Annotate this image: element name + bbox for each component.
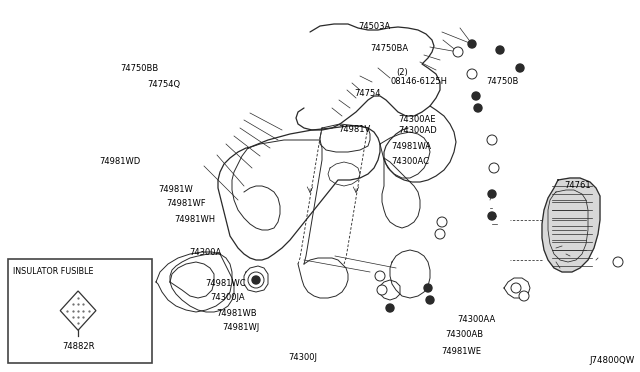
Text: 74761: 74761 [564, 182, 591, 190]
Text: 74981WA: 74981WA [392, 142, 432, 151]
Circle shape [487, 135, 497, 145]
Bar [8, 259, 152, 363]
Text: 74981WB: 74981WB [216, 309, 257, 318]
Circle shape [437, 217, 447, 227]
Text: 74981W: 74981W [159, 185, 193, 194]
Text: 74300AD: 74300AD [398, 126, 437, 135]
Circle shape [375, 271, 385, 281]
Circle shape [468, 40, 476, 48]
Circle shape [386, 304, 394, 312]
Circle shape [248, 272, 264, 288]
Text: 74981WJ: 74981WJ [223, 323, 260, 332]
Text: 74981WF: 74981WF [166, 199, 206, 208]
Polygon shape [542, 178, 600, 272]
Circle shape [613, 257, 623, 267]
Text: J74800QW: J74800QW [589, 356, 635, 365]
Text: 74750BB: 74750BB [120, 64, 159, 73]
Text: 08146-6125H: 08146-6125H [390, 77, 447, 86]
Circle shape [488, 212, 496, 220]
Text: 74981WE: 74981WE [442, 347, 481, 356]
Circle shape [516, 64, 524, 72]
Circle shape [472, 92, 480, 100]
Text: 74981WD: 74981WD [99, 157, 140, 166]
Text: 74981WH: 74981WH [174, 215, 215, 224]
Polygon shape [60, 291, 96, 330]
Text: 74300JA: 74300JA [210, 293, 244, 302]
Text: 74750B: 74750B [486, 77, 519, 86]
Circle shape [489, 163, 499, 173]
Text: 74300AC: 74300AC [392, 157, 429, 166]
Text: 74750BA: 74750BA [370, 44, 408, 53]
Text: 74300AB: 74300AB [445, 330, 483, 339]
Text: 74981V: 74981V [338, 125, 370, 134]
Circle shape [252, 276, 260, 284]
Text: 74300J: 74300J [288, 353, 317, 362]
Text: 74882R: 74882R [62, 342, 94, 351]
Circle shape [474, 104, 482, 112]
Text: 74300AE: 74300AE [398, 115, 436, 124]
Circle shape [435, 229, 445, 239]
Circle shape [426, 296, 434, 304]
Text: INSULATOR FUSIBLE: INSULATOR FUSIBLE [13, 267, 93, 276]
Circle shape [453, 47, 463, 57]
Text: 74981WC: 74981WC [205, 279, 245, 288]
Text: 74754Q: 74754Q [147, 80, 180, 89]
Text: 74300AA: 74300AA [458, 315, 496, 324]
Text: 74300A: 74300A [189, 248, 221, 257]
Circle shape [377, 285, 387, 295]
Circle shape [467, 69, 477, 79]
Circle shape [424, 284, 432, 292]
Circle shape [519, 291, 529, 301]
Text: 74503A: 74503A [358, 22, 390, 31]
Text: (2): (2) [396, 68, 408, 77]
Circle shape [488, 190, 496, 198]
Circle shape [511, 283, 521, 293]
Circle shape [496, 46, 504, 54]
Text: 74754: 74754 [354, 89, 380, 97]
